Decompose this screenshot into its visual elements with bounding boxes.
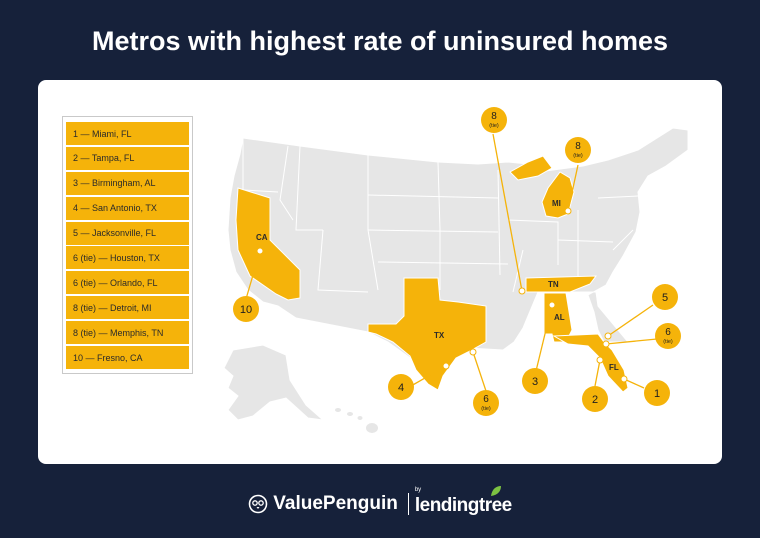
page-title: Metros with highest rate of uninsured ho…: [91, 26, 669, 56]
lendingtree-logo: by lendingtree: [414, 486, 512, 517]
marker-rank: 3: [532, 376, 538, 388]
marker-rank: 6: [665, 327, 671, 338]
by-label: by: [414, 487, 422, 493]
legend-item: 1 — Miami, FL: [66, 122, 189, 145]
state-label-fl: FL: [609, 363, 619, 372]
legend-item: 3 — Birmingham, AL: [66, 171, 189, 195]
legend-item: 8 (tie) — Memphis, TN: [66, 321, 189, 345]
legend-item: 6 (tie) — Houston, TX: [66, 246, 189, 270]
marker-rank: 2: [592, 394, 598, 406]
marker-birmingham: 3: [522, 368, 548, 394]
map-card: CA TX MI TN AL FL: [38, 80, 722, 464]
state-label-mi: MI: [552, 199, 561, 208]
marker-rank: 8: [491, 111, 497, 122]
marker-detroit: 8 (tie): [565, 137, 591, 163]
valuepenguin-logo: ValuePenguin: [248, 493, 398, 515]
state-california: [235, 187, 301, 301]
state-tennessee: [525, 275, 598, 293]
city-dots: [256, 207, 628, 383]
hawaii: [335, 408, 378, 433]
legend-item: 8 (tie) — Detroit, MI: [66, 296, 189, 320]
marker-tie: (tie): [489, 123, 499, 129]
marker-san-antonio: 4: [388, 374, 414, 400]
penguin-icon: [248, 494, 268, 514]
marker-miami: 1: [644, 380, 670, 406]
marker-fresno: 10: [233, 296, 259, 322]
partner-name: lendingtree: [414, 495, 512, 516]
marker-tie: (tie): [663, 339, 673, 345]
us-map: CA TX MI TN AL FL: [223, 107, 689, 433]
state-texas: [367, 277, 487, 391]
legend-item: 2 — Tampa, FL: [66, 146, 189, 170]
footer: ValuePenguin by lendingtree: [0, 486, 760, 522]
marker-rank: 4: [398, 382, 404, 394]
marker-rank: 10: [240, 304, 252, 316]
legend-item: 4 — San Antonio, TX: [66, 196, 189, 220]
marker-orlando: 6 (tie): [655, 323, 681, 349]
alaska: [223, 344, 325, 421]
state-label-tx: TX: [434, 331, 445, 340]
state-label-ca: CA: [256, 233, 268, 242]
marker-memphis: 8 (tie): [481, 107, 507, 133]
marker-tampa: 2: [582, 386, 608, 412]
marker-rank: 1: [654, 388, 660, 400]
state-label-tn: TN: [548, 280, 559, 289]
state-label-al: AL: [554, 313, 565, 322]
marker-rank: 6: [483, 394, 489, 405]
marker-rank: 8: [575, 141, 581, 152]
legend-item: 5 — Jacksonville, FL: [66, 221, 189, 245]
marker-tie: (tie): [481, 406, 491, 412]
marker-jacksonville: 5: [652, 284, 678, 310]
state-florida: [552, 333, 629, 393]
marker-houston: 6 (tie): [473, 390, 499, 416]
marker-tie: (tie): [573, 153, 583, 159]
legend-item: 6 (tie) — Orlando, FL: [66, 271, 189, 295]
leader-lines: [245, 133, 658, 392]
brand-name: ValuePenguin: [273, 493, 398, 514]
state-borders: [242, 138, 639, 293]
leaf-icon: [490, 486, 501, 496]
ranking-legend: 1 — Miami, FL 2 — Tampa, FL 3 — Birmingh…: [62, 116, 193, 374]
legend-item: 10 — Fresno, CA: [66, 346, 189, 370]
logo-divider: [407, 493, 409, 515]
marker-rank: 5: [662, 292, 668, 304]
